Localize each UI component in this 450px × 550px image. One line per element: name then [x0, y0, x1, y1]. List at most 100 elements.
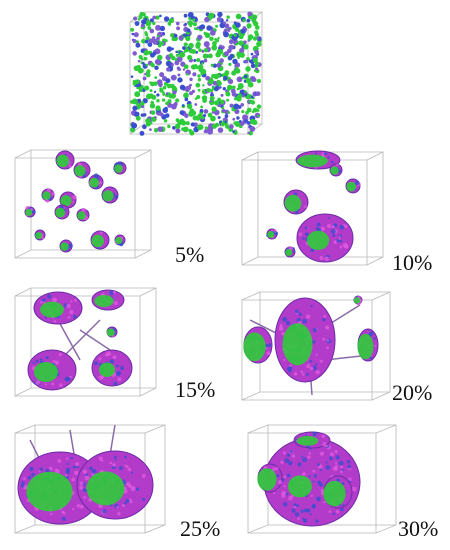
speck	[224, 51, 229, 57]
speck	[143, 56, 148, 61]
speck	[247, 11, 253, 17]
speck	[178, 35, 184, 41]
speck	[44, 383, 48, 386]
speck	[267, 343, 272, 347]
speck	[233, 103, 240, 110]
speck	[315, 369, 320, 375]
speck	[272, 467, 276, 472]
speck	[144, 31, 148, 35]
speck	[175, 98, 180, 103]
speck	[323, 500, 326, 504]
speck	[116, 506, 119, 509]
speck	[145, 86, 149, 90]
speck	[142, 497, 146, 501]
rod	[57, 319, 81, 361]
speck	[295, 504, 299, 508]
speck	[321, 434, 326, 438]
speck	[241, 110, 245, 114]
speck	[132, 105, 138, 111]
speck	[143, 50, 149, 56]
speck	[325, 325, 330, 330]
speck	[148, 38, 154, 44]
speck	[176, 26, 181, 31]
green-patch	[284, 194, 302, 212]
speck	[339, 465, 344, 469]
green-patch	[91, 234, 105, 248]
speck	[31, 472, 35, 477]
cube-edge	[14, 287, 32, 297]
speck	[69, 309, 74, 315]
speck	[142, 76, 147, 81]
speck	[332, 234, 336, 238]
speck	[201, 49, 205, 53]
speck	[161, 98, 166, 102]
speck	[249, 75, 256, 82]
speck	[229, 124, 234, 129]
speck	[282, 316, 288, 322]
speck	[175, 21, 180, 26]
green-patch	[94, 295, 114, 307]
speck	[85, 473, 89, 477]
speck	[319, 256, 324, 260]
speck	[66, 457, 69, 460]
speck	[335, 455, 340, 460]
speck	[206, 88, 211, 93]
speck	[202, 84, 205, 87]
cube-edge	[144, 524, 166, 534]
speck	[203, 129, 209, 134]
speck	[275, 466, 279, 471]
speck	[175, 123, 181, 129]
speck	[144, 17, 148, 21]
speck	[238, 40, 244, 46]
speck	[233, 121, 237, 125]
cube	[241, 291, 391, 401]
speck	[147, 26, 152, 30]
speck	[144, 39, 149, 44]
speck	[293, 503, 297, 507]
speck	[207, 128, 214, 135]
speck	[335, 464, 338, 467]
speck	[134, 79, 140, 85]
speck	[149, 89, 153, 93]
speck	[322, 442, 327, 447]
speck	[309, 359, 313, 363]
cube	[14, 149, 152, 259]
speck	[311, 504, 316, 509]
green-patch	[243, 332, 266, 362]
speck	[220, 123, 225, 127]
speck	[72, 201, 75, 204]
speck	[165, 78, 171, 84]
speck	[149, 28, 155, 34]
cube	[247, 424, 397, 534]
speck	[75, 462, 80, 467]
speck	[187, 20, 194, 26]
speck	[334, 450, 338, 454]
speck	[309, 366, 314, 371]
cube-edge	[14, 249, 32, 259]
speck	[123, 501, 127, 505]
speck	[196, 57, 201, 63]
speck	[342, 503, 345, 507]
speck	[79, 504, 84, 509]
speck	[330, 452, 335, 457]
speck	[114, 195, 118, 199]
speck	[245, 66, 251, 72]
speck	[170, 33, 175, 38]
speck	[236, 87, 240, 91]
speck	[68, 164, 72, 168]
speck	[74, 298, 77, 302]
speck	[283, 475, 287, 479]
speck	[227, 78, 234, 85]
speck	[176, 56, 183, 62]
speck	[235, 42, 239, 45]
speck	[193, 27, 197, 30]
speck	[231, 85, 236, 90]
speck	[219, 58, 224, 63]
speck	[39, 467, 43, 471]
speck	[61, 510, 65, 514]
speck	[249, 118, 256, 125]
speck	[203, 114, 207, 117]
speck	[247, 131, 250, 135]
speck	[223, 28, 228, 33]
speck	[181, 104, 185, 107]
